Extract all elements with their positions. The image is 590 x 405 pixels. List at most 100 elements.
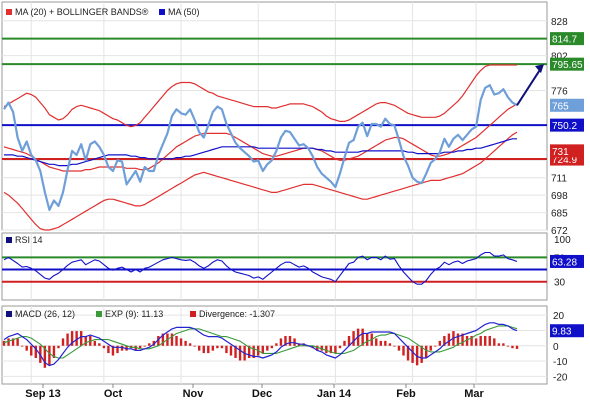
macd-histogram-bar (34, 345, 37, 358)
macd-histogram-bar (107, 345, 110, 354)
macd-histogram-bar (84, 335, 87, 346)
macd-histogram-bar (275, 343, 278, 346)
macd-histogram-bar (279, 338, 283, 346)
macd-tick-label: -10 (553, 357, 568, 368)
macd-histogram-bar (20, 345, 24, 347)
macd-histogram-bar (198, 345, 201, 351)
macd-histogram-bar (157, 335, 160, 346)
rsi-value-tag-0: 63.28 (550, 254, 584, 268)
macd-histogram-bar (343, 340, 346, 346)
price-value-tag-0: 765 (550, 98, 584, 112)
macd-histogram-bar (184, 340, 187, 346)
price-level-tag-3-label: 724.9 (552, 155, 577, 166)
macd-histogram-bar (438, 340, 442, 346)
macd-histogram-bar (461, 333, 464, 346)
price-value-tag-1-box (550, 144, 584, 158)
price-level-tag-1-box (550, 57, 584, 71)
macd-histogram-bar (229, 345, 233, 356)
macd-value-tag-0-label: 9.83 (552, 327, 572, 338)
macd-histogram-bar (225, 345, 228, 354)
price-level-tag-1: 795.65 (550, 57, 584, 71)
macd-histogram-bar (266, 345, 269, 351)
rsi-tick-label: 100 (554, 235, 571, 246)
price-level-tag-1-label: 795.65 (552, 60, 583, 71)
price-tick-label: 672 (551, 226, 568, 237)
macd-histogram-bar (406, 345, 410, 361)
time-axis-label: Feb (396, 388, 416, 400)
legend-divergence-label: Divergence: -1.307 (199, 309, 275, 319)
price-level-tag-2-label: 750.2 (552, 121, 577, 132)
legend-rsi-swatch (6, 237, 12, 243)
macd-histogram-bar (234, 345, 237, 358)
macd-histogram-bar (429, 345, 432, 351)
macd-histogram-bar (397, 345, 401, 351)
ma50-line (4, 138, 517, 167)
macd-histogram-bar (506, 345, 510, 347)
macd-panel-frame (1, 305, 548, 385)
macd-histogram-bar (361, 328, 364, 346)
price-level-tag-2-box (550, 118, 584, 132)
macd-histogram-bar (447, 333, 451, 346)
macd-tick-label: 20 (553, 311, 565, 322)
legend-ma50-label: MA (50) (168, 7, 200, 17)
forecast-arrow-head (535, 64, 544, 74)
macd-histogram-bar (465, 335, 469, 346)
forecast-arrow-shaft (516, 67, 542, 106)
macd-histogram-bar (2, 340, 6, 346)
macd-histogram-bar (334, 345, 337, 354)
macd-histogram-bar (93, 340, 96, 346)
price-value-tag-1-label: 731 (552, 147, 569, 158)
macd-histogram-bar (316, 345, 319, 351)
price-level-tag-0-box (550, 32, 584, 46)
time-axis-label: Dec (252, 388, 272, 400)
macd-histogram-bar (66, 333, 69, 346)
time-axis-label: Oct (104, 388, 123, 400)
macd-histogram-bar (325, 345, 328, 354)
macd-histogram-bar (515, 345, 519, 349)
macd-histogram-bar (211, 345, 215, 351)
macd-histogram-bar (148, 343, 151, 346)
macd-histogram-bar (120, 345, 124, 351)
macd-histogram-bar (188, 343, 192, 346)
rsi-value-tag-0-box (550, 254, 584, 268)
macd-histogram-bar (102, 345, 106, 349)
price-panel-frame (1, 1, 548, 231)
macd-line (3, 322, 518, 367)
rsi-line (3, 251, 518, 285)
price-tick-label: 828 (551, 17, 568, 28)
macd-tick-label: -20 (553, 372, 568, 383)
rsi-tick-label: 30 (554, 278, 566, 289)
price-level-tag-0-label: 814.7 (552, 35, 577, 46)
time-axis-label: Sep 13 (25, 388, 60, 400)
rsi-panel-frame (1, 232, 548, 301)
macd-histogram-bar (288, 335, 292, 346)
price-tick-label: 776 (551, 87, 568, 98)
macd-value-tag-0-box (550, 324, 584, 338)
price-tick-label: 711 (551, 174, 567, 185)
macd-histogram-bar (202, 345, 205, 354)
price-value-tag-1: 731 (550, 144, 584, 158)
time-axis-label: Nov (183, 388, 205, 400)
macd-histogram-bar (502, 343, 505, 346)
macd-histogram-bar (61, 338, 65, 346)
price-value-tag-0-box (550, 98, 584, 112)
macd-histogram-bar (70, 331, 74, 346)
ma20-line (3, 103, 518, 172)
macd-histogram-bar (411, 345, 414, 363)
macd-histogram-bar (384, 340, 387, 346)
macd-histogram-bar (134, 345, 137, 351)
macd-histogram-bar (443, 335, 446, 346)
macd-histogram-bar (30, 345, 33, 356)
macd-histogram-bar (116, 345, 119, 354)
macd-histogram-bar (52, 345, 56, 358)
macd-histogram-bar (179, 338, 183, 346)
macd-histogram-bar (493, 338, 496, 346)
macd-histogram-bar (479, 335, 482, 346)
macd-signal-line (3, 325, 518, 359)
macd-histogram-bar (25, 345, 28, 351)
price-tick-label: 802 (551, 52, 568, 63)
macd-histogram-bar (484, 335, 487, 346)
macd-histogram-bar (43, 345, 47, 368)
macd-histogram-bar (75, 331, 78, 346)
